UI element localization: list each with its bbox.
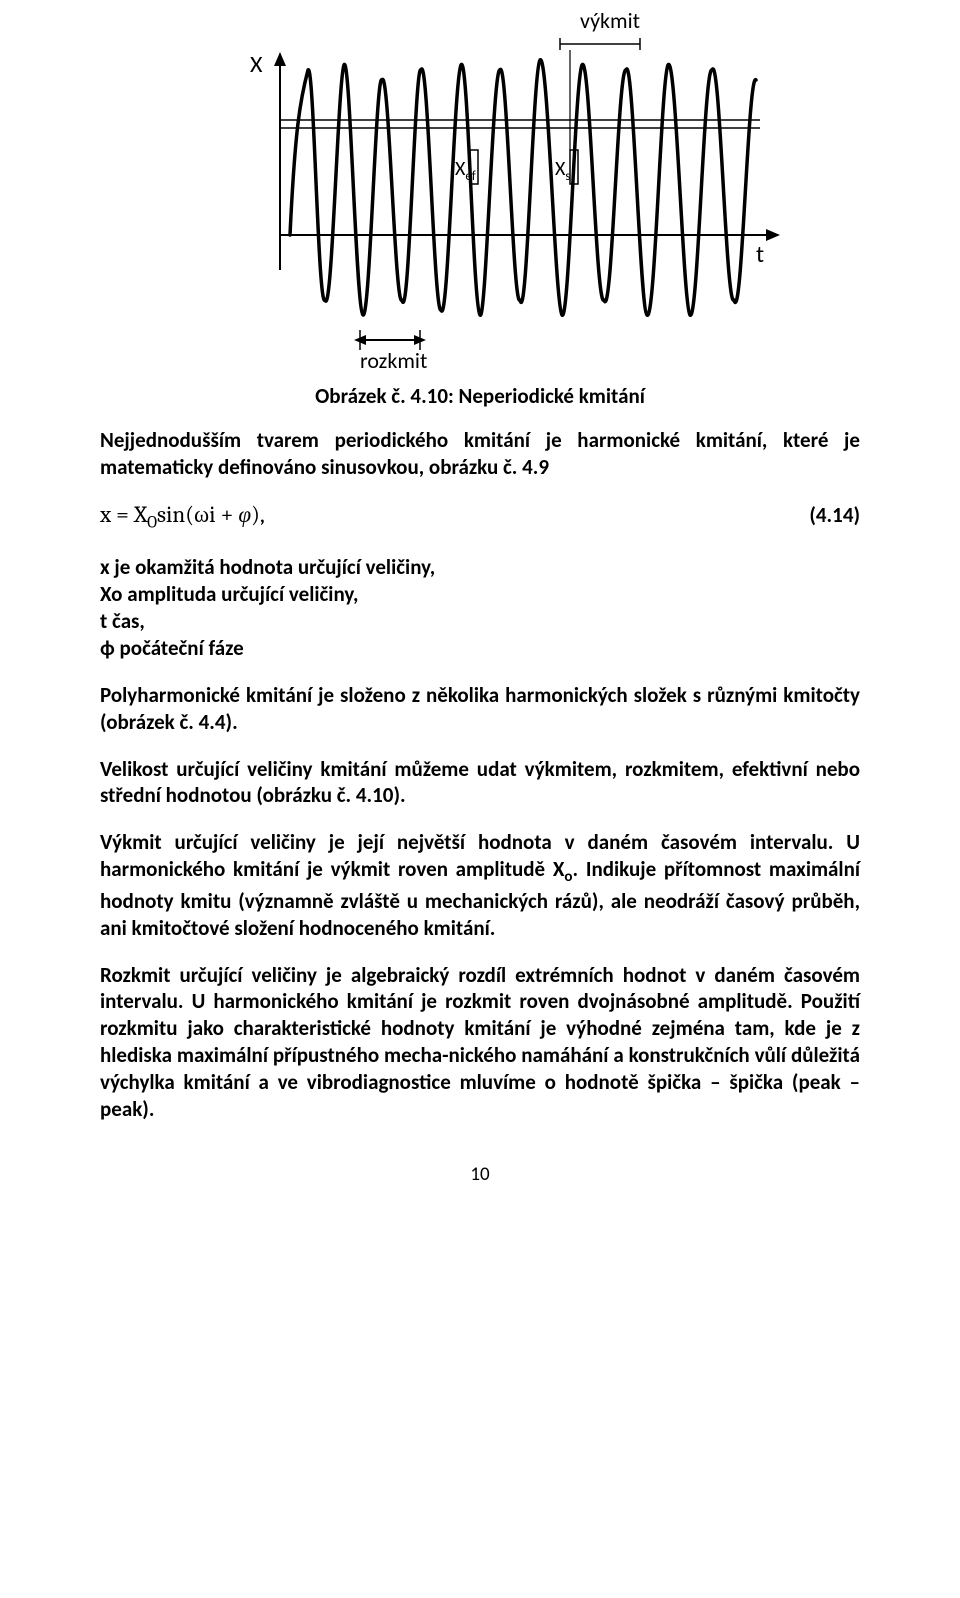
fig-x-axis-label: t [756, 240, 764, 269]
para-rozkmit: Rozkmit určující veličiny je algebraický… [100, 962, 860, 1123]
definitions-block: x je okamžitá hodnota určující veličiny,… [100, 554, 860, 662]
def-xo: Xo amplituda určující veličiny, [100, 581, 860, 608]
figure-caption: Obrázek č. 4.10: Neperiodické kmitání [100, 383, 860, 409]
fig-bottom-label: rozkmit [360, 347, 427, 370]
def-t: t čas, [100, 608, 860, 635]
figure: výkmit X t Xef Xs [160, 10, 800, 375]
fig-y-axis-label: X [250, 50, 263, 79]
equation-row: x = XOsin(ωi + φ), (4.14) [100, 501, 860, 533]
equation-lhs: x = XOsin(ωi + φ), [100, 501, 265, 533]
page-number: 10 [100, 1163, 860, 1186]
def-x: x je okamžitá hodnota určující veličiny, [100, 554, 860, 581]
para-intro: Nejjednodušším tvarem periodického kmitá… [100, 427, 860, 481]
para-vykmit: Výkmit určující veličiny je její největš… [100, 829, 860, 941]
para-velikost: Velikost určující veličiny kmitání můžem… [100, 756, 860, 810]
para-polyharm: Polyharmonické kmitání je složeno z něko… [100, 682, 860, 736]
equation-number: (4.14) [809, 502, 860, 528]
def-phi: ϕ počáteční fáze [100, 635, 860, 662]
fig-top-label: výkmit [580, 10, 640, 34]
page: výkmit X t Xef Xs [0, 10, 960, 1246]
oscillation-diagram-svg: výkmit X t Xef Xs [160, 10, 800, 370]
